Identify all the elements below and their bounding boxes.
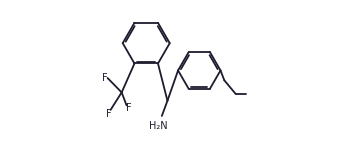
Text: F: F bbox=[126, 103, 132, 113]
Text: F: F bbox=[102, 73, 107, 83]
Text: H₂N: H₂N bbox=[149, 121, 168, 131]
Text: F: F bbox=[106, 109, 112, 119]
